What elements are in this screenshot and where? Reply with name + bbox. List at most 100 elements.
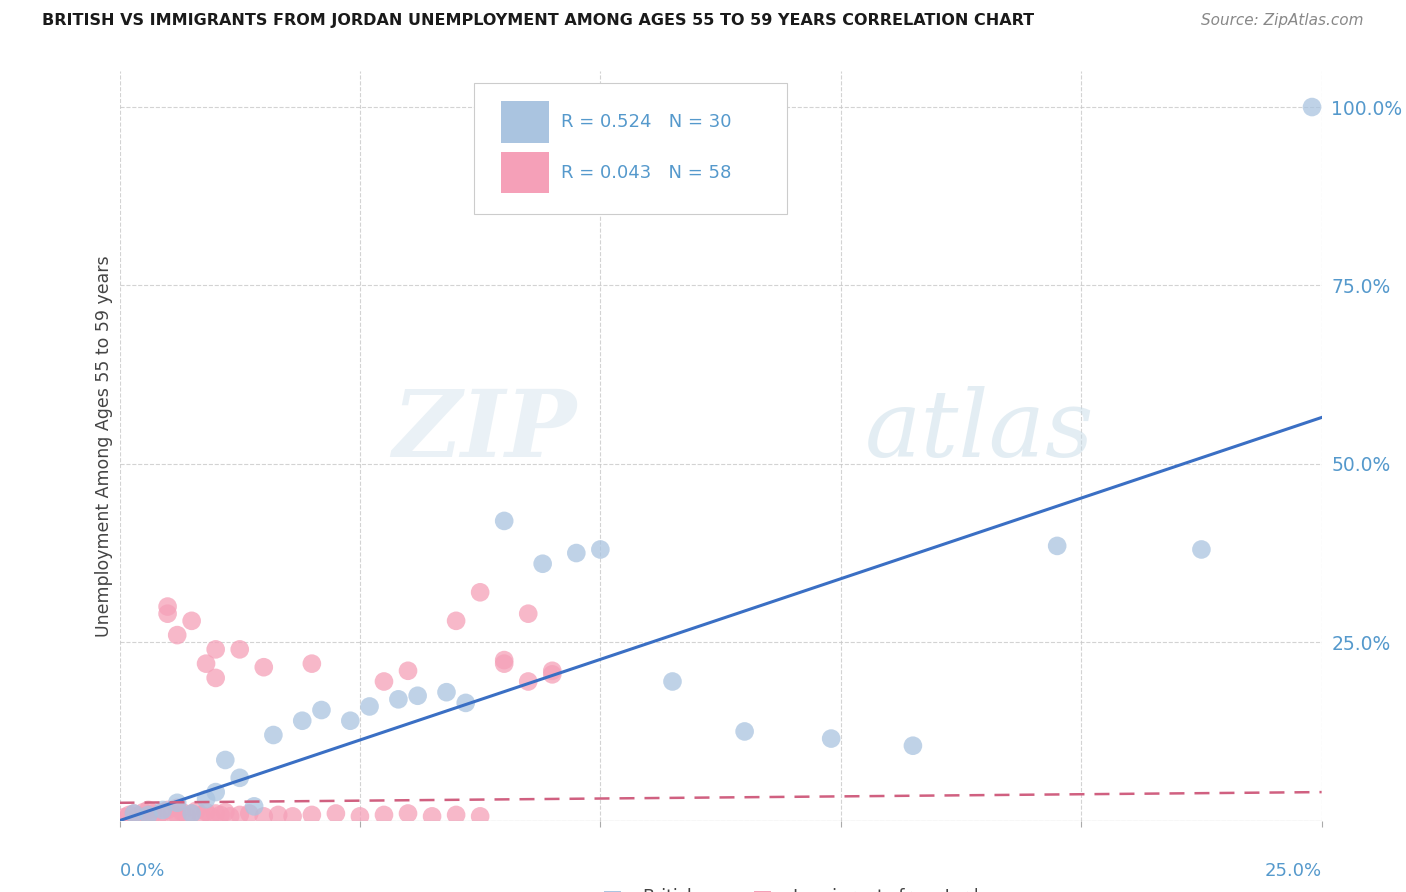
Point: [541, 664, 564, 678]
Point: [170, 805, 193, 819]
Point: [243, 799, 266, 814]
Point: [262, 728, 284, 742]
Point: [118, 808, 141, 822]
Point: [359, 699, 381, 714]
Point: [138, 808, 160, 822]
Point: [204, 642, 226, 657]
Text: R = 0.524   N = 30: R = 0.524 N = 30: [561, 113, 731, 131]
Point: [589, 542, 612, 557]
Point: [152, 805, 174, 819]
Point: [176, 809, 198, 823]
Point: [195, 657, 218, 671]
Point: [454, 696, 477, 710]
Point: [820, 731, 842, 746]
Point: [1046, 539, 1069, 553]
Point: [311, 703, 333, 717]
Point: [214, 805, 236, 819]
Point: [325, 806, 347, 821]
Point: [661, 674, 683, 689]
Point: [195, 792, 218, 806]
Text: 25.0%: 25.0%: [1264, 862, 1322, 880]
Point: [517, 607, 540, 621]
Point: [166, 628, 188, 642]
Point: [200, 809, 222, 823]
Point: [373, 808, 395, 822]
Point: [238, 806, 260, 821]
Point: [406, 689, 429, 703]
Point: [373, 674, 395, 689]
Point: [156, 607, 179, 621]
FancyBboxPatch shape: [501, 152, 548, 193]
Text: ZIP: ZIP: [392, 386, 576, 476]
Y-axis label: Unemployment Among Ages 55 to 59 years: Unemployment Among Ages 55 to 59 years: [94, 255, 112, 637]
Point: [204, 671, 226, 685]
Point: [339, 714, 361, 728]
Point: [142, 806, 165, 821]
Text: 0.0%: 0.0%: [120, 862, 165, 880]
Point: [228, 808, 252, 822]
Point: [132, 805, 155, 819]
Point: [128, 808, 150, 822]
Point: [156, 803, 179, 817]
Text: ■: ■: [752, 888, 773, 892]
Point: [138, 803, 160, 817]
Point: [901, 739, 924, 753]
Text: Immigrants from Jordan: Immigrants from Jordan: [793, 888, 1000, 892]
Point: [444, 808, 467, 822]
Point: [301, 808, 323, 822]
Point: [1189, 542, 1212, 557]
Point: [494, 653, 516, 667]
Point: [267, 808, 290, 822]
Point: [228, 771, 252, 785]
Text: British: British: [643, 888, 699, 892]
Point: [291, 714, 314, 728]
Point: [190, 808, 212, 822]
Point: [112, 810, 135, 824]
Point: [468, 809, 492, 823]
Point: [1301, 100, 1323, 114]
Point: [162, 806, 184, 821]
Point: [541, 667, 564, 681]
Point: [494, 514, 516, 528]
Point: [494, 657, 516, 671]
Point: [253, 809, 276, 823]
Point: [186, 804, 208, 818]
Point: [219, 809, 242, 823]
Point: [180, 806, 202, 821]
Point: [180, 806, 202, 821]
FancyBboxPatch shape: [501, 102, 548, 143]
Point: [122, 806, 145, 821]
Point: [517, 674, 540, 689]
Point: [138, 808, 160, 822]
Point: [396, 806, 419, 821]
Point: [420, 809, 443, 823]
Point: [444, 614, 467, 628]
Point: [122, 806, 145, 821]
Text: atlas: atlas: [865, 386, 1094, 476]
Point: [204, 785, 226, 799]
Point: [301, 657, 323, 671]
Point: [166, 808, 188, 822]
Text: Source: ZipAtlas.com: Source: ZipAtlas.com: [1201, 13, 1364, 29]
Point: [156, 599, 179, 614]
Point: [565, 546, 588, 560]
Point: [734, 724, 756, 739]
Point: [253, 660, 276, 674]
Point: [166, 801, 188, 815]
Point: [209, 808, 232, 822]
Point: [468, 585, 492, 599]
Point: [436, 685, 458, 699]
Point: [396, 664, 419, 678]
Text: R = 0.043   N = 58: R = 0.043 N = 58: [561, 163, 731, 181]
Point: [180, 614, 202, 628]
Point: [204, 806, 226, 821]
Point: [387, 692, 409, 706]
Text: BRITISH VS IMMIGRANTS FROM JORDAN UNEMPLOYMENT AMONG AGES 55 TO 59 YEARS CORRELA: BRITISH VS IMMIGRANTS FROM JORDAN UNEMPL…: [42, 13, 1035, 29]
Point: [228, 642, 252, 657]
Point: [152, 803, 174, 817]
Text: ■: ■: [602, 888, 623, 892]
Point: [281, 809, 304, 823]
Point: [195, 805, 218, 819]
FancyBboxPatch shape: [474, 83, 787, 214]
Point: [146, 809, 169, 823]
